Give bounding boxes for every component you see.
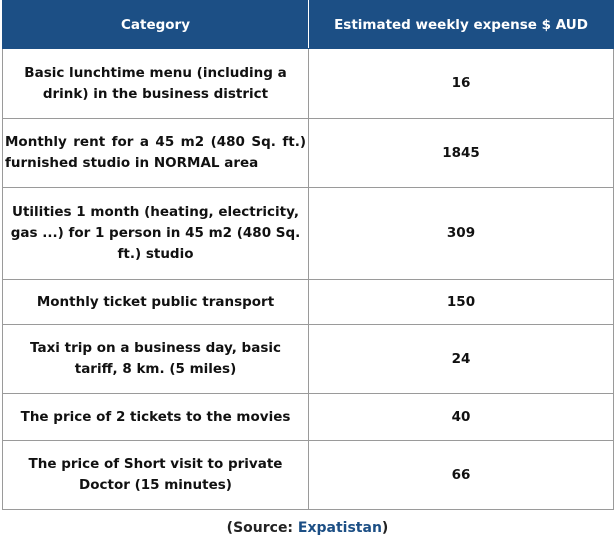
column-header-category: Category [2,0,309,49]
category-cell: Monthly ticket public transport [2,279,309,325]
category-cell: Basic lunchtime menu (including a drink)… [2,48,309,119]
table-row: Basic lunchtime menu (including a drink)… [2,48,614,119]
table-row: Monthly ticket public transport 150 [2,279,614,325]
expense-value-cell: 66 [308,440,614,510]
source-caption: (Source: Expatistan) [0,520,615,536]
source-prefix: (Source: [226,520,298,536]
expense-value-cell: 16 [308,48,614,119]
table-row: Monthly rent for a 45 m2 (480 Sq. ft.) f… [2,118,614,188]
expense-value-cell: 40 [308,393,614,441]
table-header-row: Category Estimated weekly expense $ AUD [2,0,614,49]
category-cell: Utilities 1 month (heating, electricity,… [2,187,309,280]
expense-value-cell: 1845 [308,118,614,188]
table-row: The price of 2 tickets to the movies 40 [2,393,614,441]
table-row: The price of Short visit to private Doct… [2,440,614,510]
column-header-weekly-expense: Estimated weekly expense $ AUD [308,0,614,49]
source-link-expatistan[interactable]: Expatistan [297,520,382,536]
table-row: Taxi trip on a business day, basic tarif… [2,324,614,394]
expense-table: Category Estimated weekly expense $ AUD … [2,0,614,510]
table-row: Utilities 1 month (heating, electricity,… [2,187,614,280]
category-cell: The price of Short visit to private Doct… [2,440,309,510]
category-cell: Taxi trip on a business day, basic tarif… [2,324,309,394]
category-cell: Monthly rent for a 45 m2 (480 Sq. ft.) f… [2,118,309,188]
source-suffix: ) [381,520,389,536]
expense-value-cell: 24 [308,324,614,394]
expense-value-cell: 150 [308,279,614,325]
category-cell: The price of 2 tickets to the movies [2,393,309,441]
expense-value-cell: 309 [308,187,614,280]
